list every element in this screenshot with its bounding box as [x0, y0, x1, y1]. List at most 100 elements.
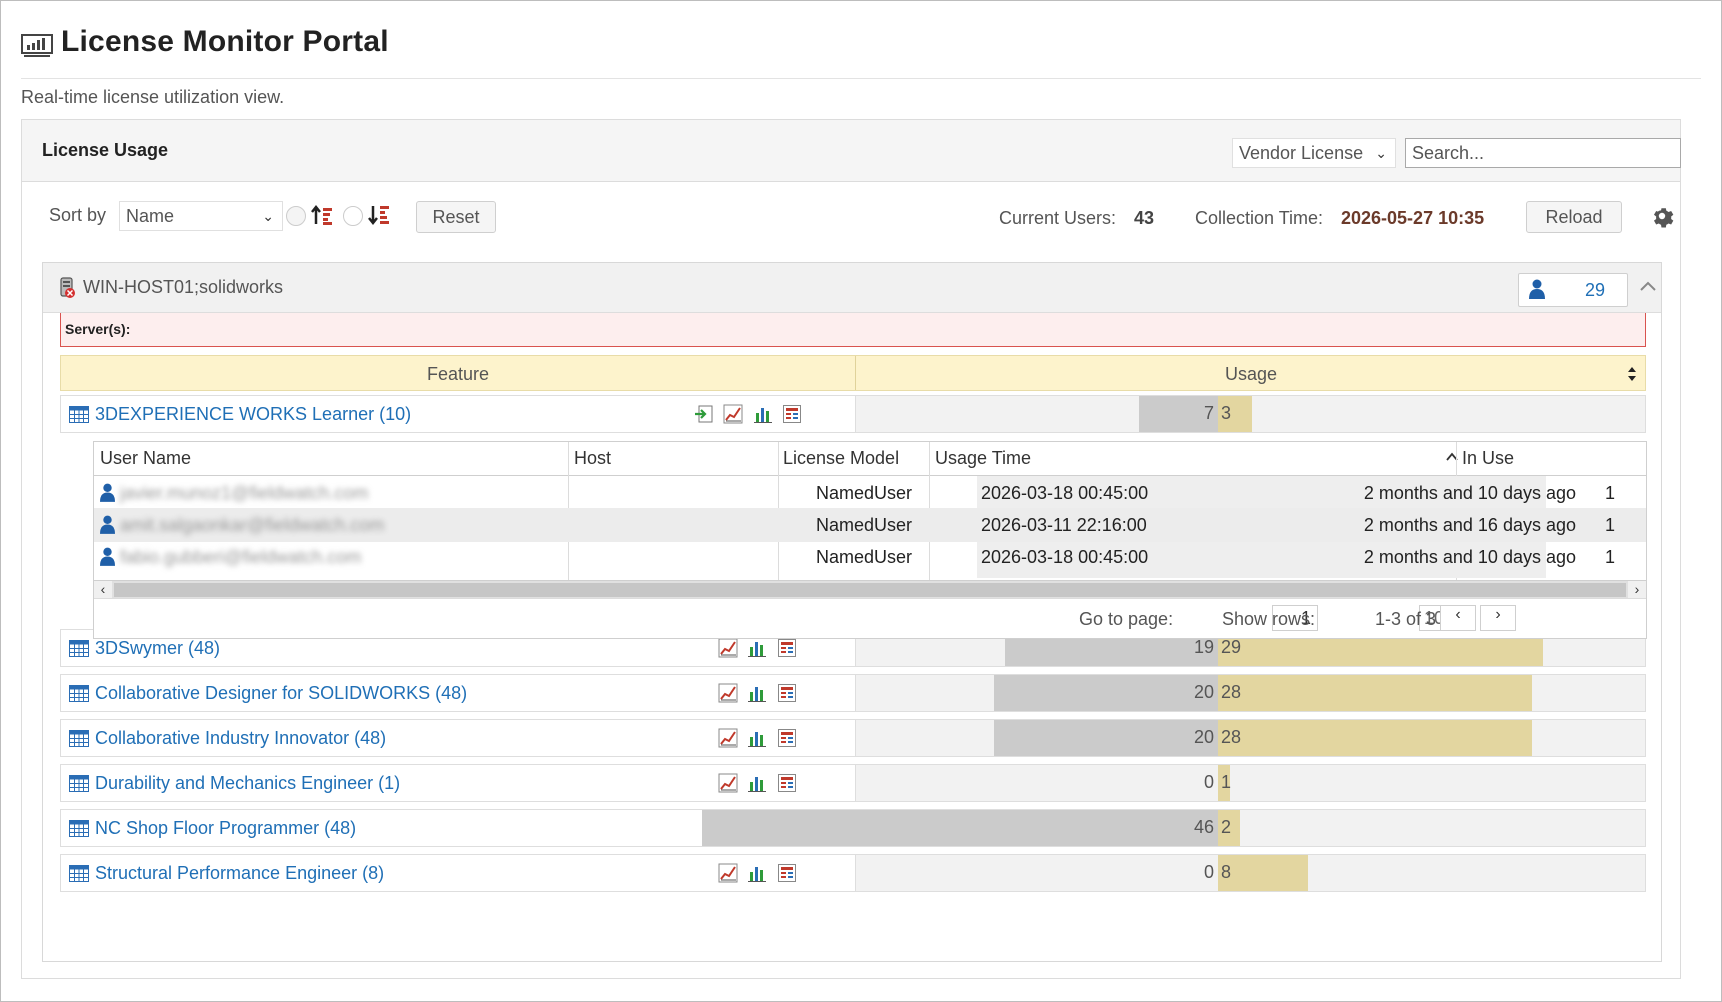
table-grid-icon[interactable]	[69, 406, 89, 423]
bar-chart-icon[interactable]	[747, 638, 767, 658]
usage-bar-cell: 0 1	[855, 765, 1645, 801]
bar-chart-icon[interactable]	[747, 683, 767, 703]
line-chart-icon[interactable]	[718, 728, 738, 748]
line-chart-icon[interactable]	[718, 638, 738, 658]
pagination-bar: Go to page: 1 Show rows: 10 ⌄ 1-3 of 3 ‹…	[94, 598, 1646, 638]
usage-bar-free: 3	[1218, 396, 1252, 432]
column-header-usage-time[interactable]: Usage Time	[935, 448, 1032, 468]
feature-name-link[interactable]: Durability and Mechanics Engineer (1)	[95, 773, 401, 793]
vendor-license-select[interactable]: Vendor License ⌄	[1232, 138, 1396, 168]
line-chart-icon[interactable]	[723, 404, 743, 424]
sort-by-select[interactable]: Name ⌄	[119, 201, 283, 231]
feature-row: Structural Performance Engineer (8) 0 8	[60, 854, 1646, 892]
line-chart-icon[interactable]	[718, 683, 738, 703]
page-subtitle: Real-time license utilization view.	[21, 87, 285, 107]
column-header-feature[interactable]: Feature	[426, 364, 490, 384]
bar-chart-icon[interactable]	[747, 728, 767, 748]
feature-name-link[interactable]: Collaborative Designer for SOLIDWORKS (4…	[95, 683, 468, 703]
horizontal-scrollbar[interactable]: ‹ ›	[94, 580, 1646, 598]
free-count: 28	[1221, 727, 1242, 747]
usage-bar-used: 20	[993, 720, 1218, 756]
servers-alert: Server(s):	[60, 313, 1646, 347]
export-icon[interactable]	[694, 404, 714, 424]
user-name: amit.salgaonkar@fieldwatch.com	[120, 515, 385, 535]
panel-header: License Usage Vendor License ⌄	[22, 120, 1681, 182]
table-grid-icon[interactable]	[69, 820, 89, 837]
feature-row: NC Shop Floor Programmer (48) 46 2	[60, 809, 1646, 847]
bar-chart-icon[interactable]	[753, 404, 773, 424]
free-count: 8	[1221, 862, 1232, 882]
scrollbar-thumb[interactable]	[114, 583, 1626, 597]
line-chart-icon[interactable]	[718, 863, 738, 883]
goto-page-input[interactable]: 1	[1272, 605, 1318, 631]
feature-name-link[interactable]: 3DEXPERIENCE WORKS Learner (10)	[95, 404, 412, 424]
usage-bar-free: 1	[1218, 765, 1231, 801]
table-grid-icon[interactable]	[69, 865, 89, 882]
table-grid-icon[interactable]	[69, 775, 89, 792]
reload-button[interactable]: Reload	[1526, 201, 1622, 233]
user-count-value: 29	[1584, 280, 1605, 300]
table-row[interactable]: javier.munoz1@fieldwatch.com NamedUser 2…	[94, 476, 1646, 510]
sort-descending-icon[interactable]	[368, 204, 390, 226]
table-row[interactable]: amit.salgaonkar@fieldwatch.com NamedUser…	[94, 508, 1646, 542]
usage-bar-free: 8	[1218, 855, 1308, 891]
used-count: 7	[1203, 403, 1214, 423]
scroll-left-icon[interactable]: ‹	[94, 581, 112, 598]
column-header-host[interactable]: Host	[574, 448, 612, 468]
feature-table-header: Feature Usage	[60, 355, 1646, 391]
in-use-count: 1	[1604, 547, 1615, 567]
license-model: NamedUser	[816, 483, 913, 503]
current-users-label: Current Users:	[999, 208, 1117, 228]
next-page-button[interactable]: ›	[1480, 605, 1516, 631]
group-header[interactable]: WIN-HOST01;solidworks 29	[43, 263, 1661, 313]
column-header-user-name[interactable]: User Name	[100, 448, 192, 468]
table-grid-icon[interactable]	[69, 730, 89, 747]
sort-descending-radio[interactable]	[343, 206, 363, 226]
column-header-in-use[interactable]: In Use	[1462, 448, 1515, 468]
feature-name-link[interactable]: Structural Performance Engineer (8)	[95, 863, 385, 883]
report-icon[interactable]	[777, 638, 797, 658]
bar-chart-icon[interactable]	[747, 863, 767, 883]
table-row[interactable]: fabio.gubberi@fieldwatch.com NamedUser 2…	[94, 540, 1646, 574]
reset-button[interactable]: Reset	[416, 201, 496, 233]
feature-actions	[713, 683, 797, 703]
search-input[interactable]	[1405, 138, 1681, 168]
report-icon[interactable]	[777, 683, 797, 703]
app-header: License Monitor Portal	[21, 19, 1701, 79]
feature-name-link[interactable]: Collaborative Industry Innovator (48)	[95, 728, 387, 748]
chevron-up-icon[interactable]	[1639, 279, 1657, 293]
feature-row: Collaborative Designer for SOLIDWORKS (4…	[60, 674, 1646, 712]
usage-bar-free: 28	[1218, 675, 1533, 711]
pagination-range: 1-3 of 3	[1375, 609, 1437, 629]
sort-ascending-radio[interactable]	[286, 206, 306, 226]
gear-icon[interactable]	[1650, 204, 1674, 228]
feature-name-link[interactable]: 3DSwymer (48)	[95, 638, 221, 658]
free-count: 29	[1221, 637, 1242, 657]
previous-page-button[interactable]: ‹	[1440, 605, 1476, 631]
column-header-usage[interactable]: Usage	[1224, 364, 1278, 384]
collection-time-label: Collection Time:	[1195, 208, 1324, 228]
free-count: 28	[1221, 682, 1242, 702]
sort-toggle-icon[interactable]	[1627, 366, 1637, 382]
feature-actions	[713, 863, 797, 883]
feature-actions	[713, 773, 797, 793]
usage-bar-used: 7	[1139, 396, 1218, 432]
used-count: 46	[1193, 817, 1214, 837]
report-icon[interactable]	[782, 404, 802, 424]
user-count-badge[interactable]: 29	[1518, 273, 1628, 307]
feature-name-link[interactable]: NC Shop Floor Programmer (48)	[95, 818, 357, 838]
report-icon[interactable]	[777, 728, 797, 748]
line-chart-icon[interactable]	[718, 773, 738, 793]
scroll-right-icon[interactable]: ›	[1628, 581, 1646, 598]
sort-ascending-icon[interactable]	[311, 204, 333, 226]
sort-select-value: Name	[126, 206, 175, 226]
user-icon	[1529, 279, 1545, 299]
table-grid-icon[interactable]	[69, 685, 89, 702]
report-icon[interactable]	[777, 773, 797, 793]
table-grid-icon[interactable]	[69, 640, 89, 657]
bar-chart-icon[interactable]	[747, 773, 767, 793]
column-header-license-model[interactable]: License Model	[783, 448, 900, 468]
feature-actions	[713, 728, 797, 748]
report-icon[interactable]	[777, 863, 797, 883]
